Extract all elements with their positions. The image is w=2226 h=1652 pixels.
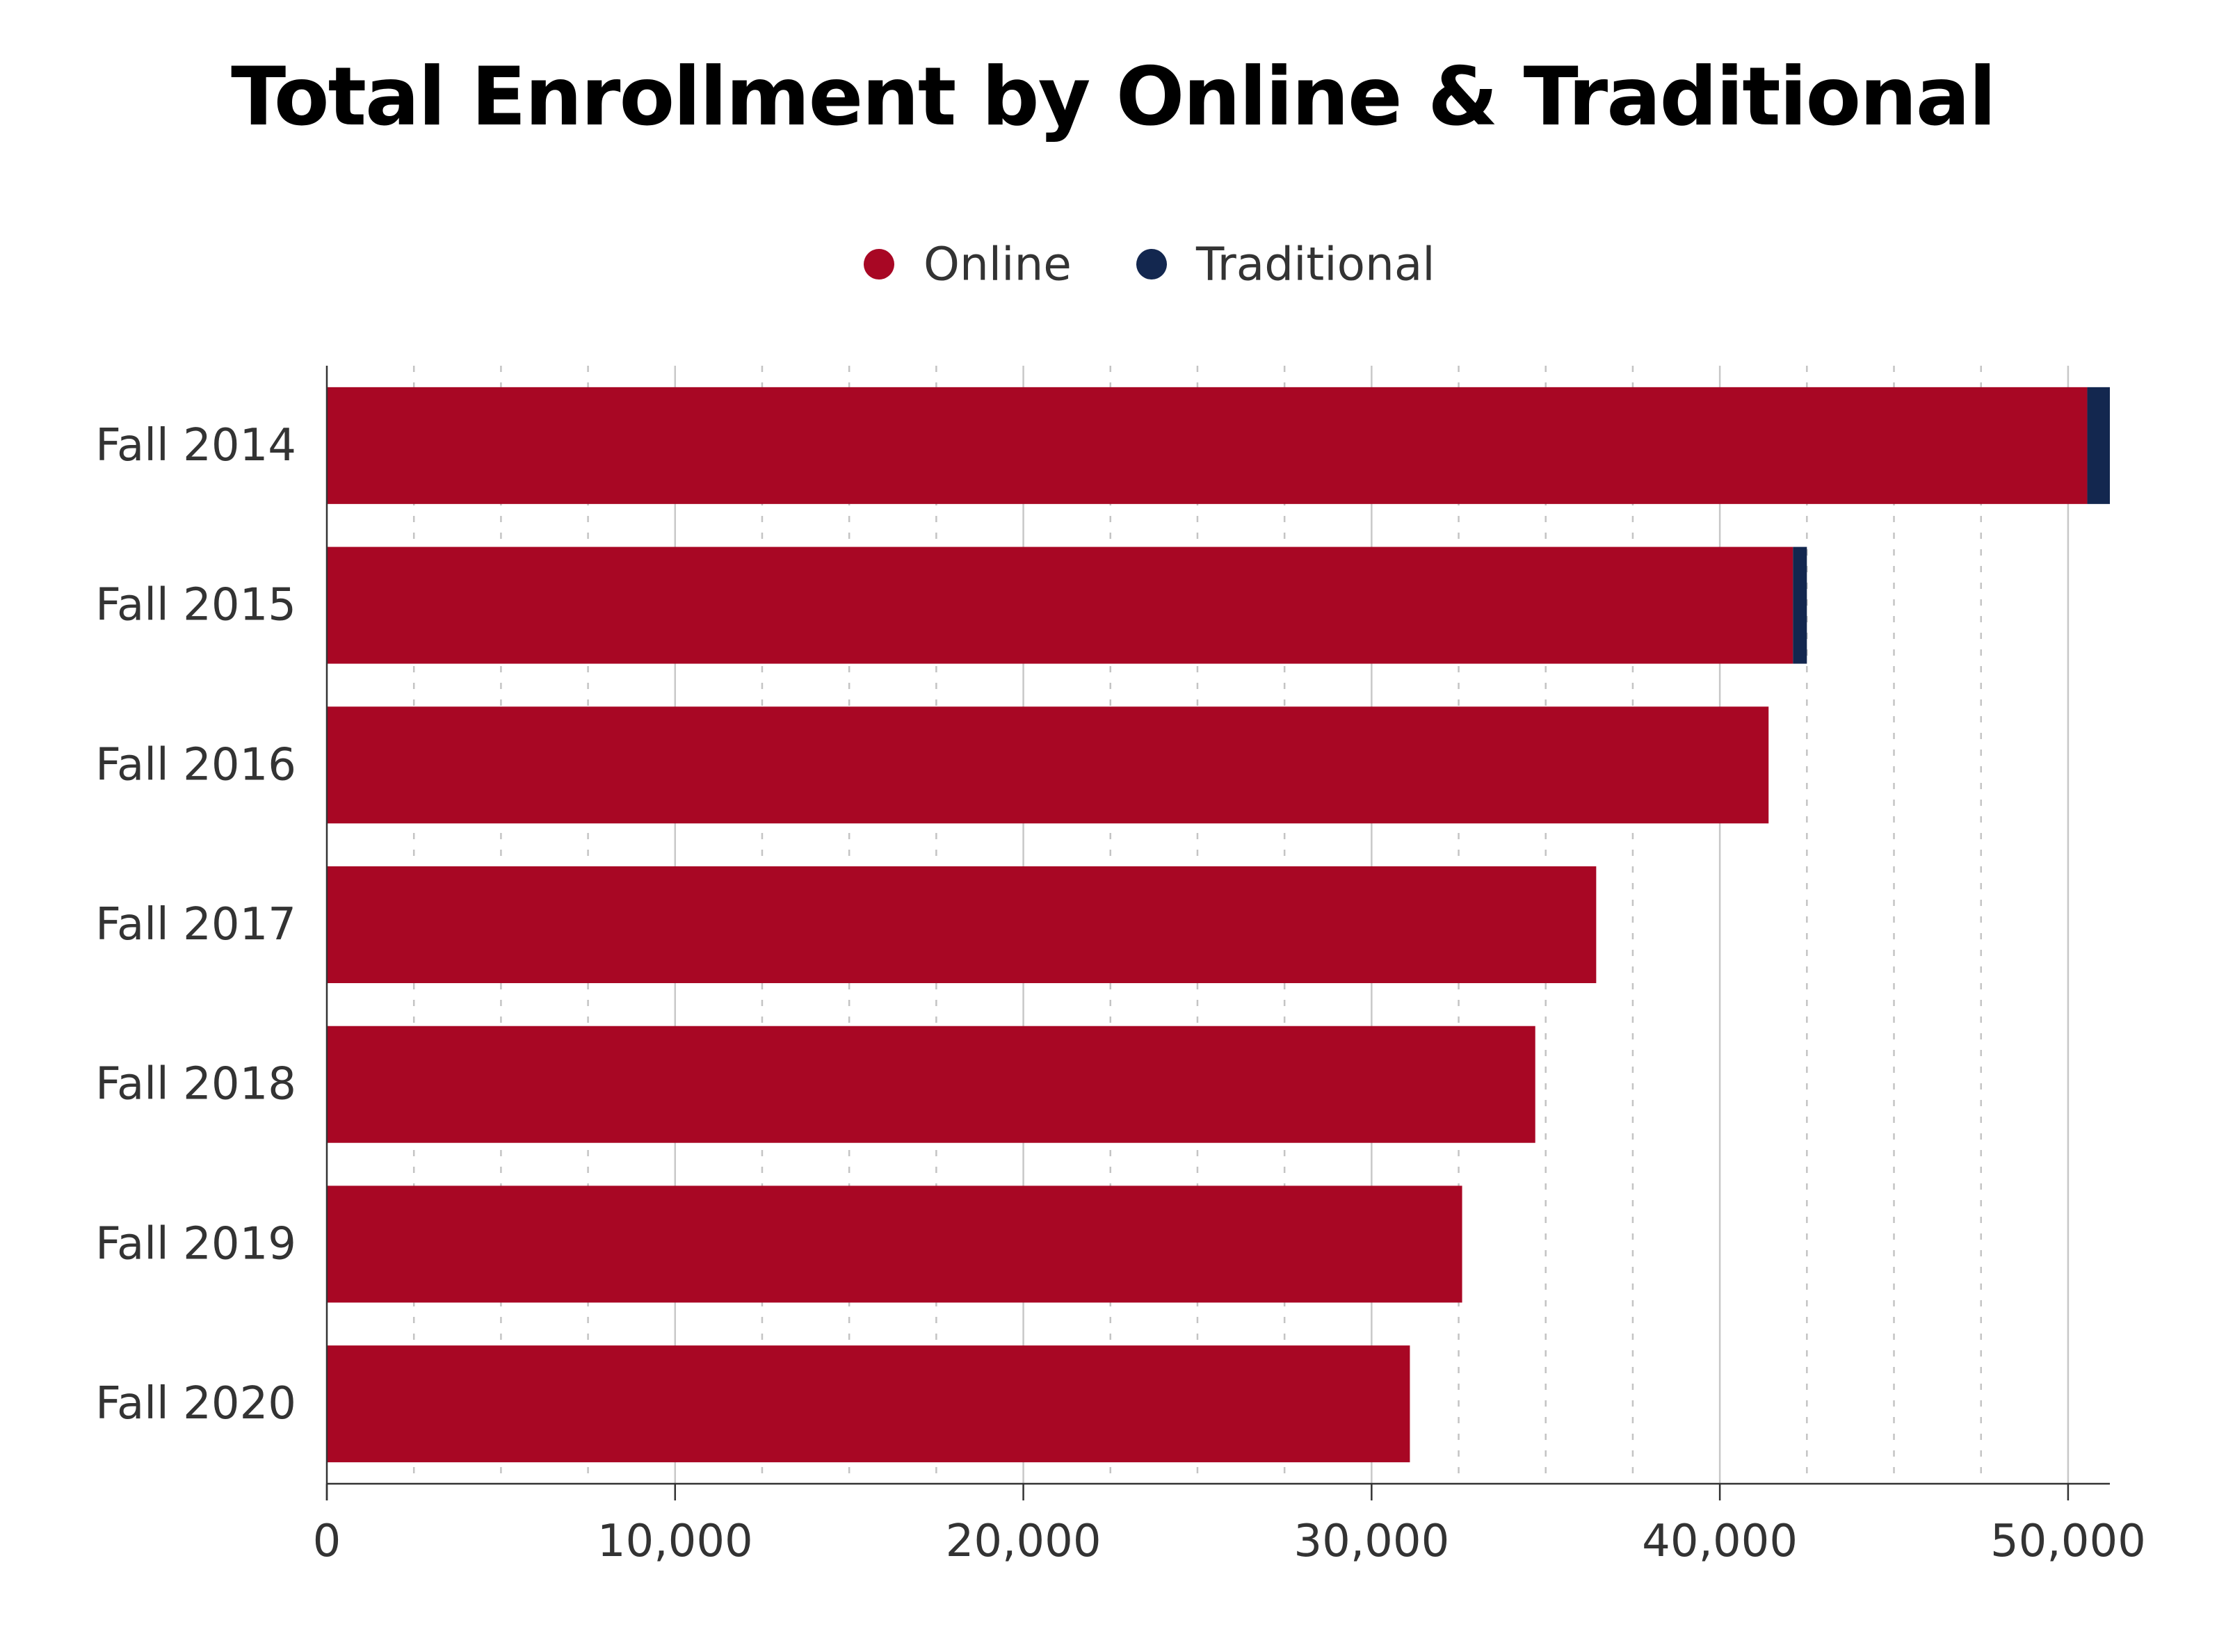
y-tick-label: Fall 2017 xyxy=(95,899,296,950)
x-tick-label: 20,000 xyxy=(946,1516,1102,1567)
y-tick-label: Fall 2016 xyxy=(95,739,296,791)
legend-label-online: Online xyxy=(924,238,1072,291)
y-tick-label: Fall 2019 xyxy=(95,1218,296,1270)
bar-traditional-fall-2015 xyxy=(1793,546,1807,664)
bar-online-fall-2014 xyxy=(327,387,2088,504)
bars xyxy=(327,387,2110,1463)
bar-traditional-fall-2014 xyxy=(2087,387,2110,504)
bar-online-fall-2020 xyxy=(327,1345,1410,1463)
x-tick-label: 50,000 xyxy=(1990,1516,2146,1567)
bar-online-fall-2015 xyxy=(327,546,1793,664)
y-tick-label: Fall 2018 xyxy=(95,1059,296,1110)
x-tick-label: 0 xyxy=(313,1516,341,1567)
legend-marker-traditional xyxy=(1136,249,1167,280)
y-tick-label: Fall 2014 xyxy=(95,420,296,471)
x-tick-label: 30,000 xyxy=(1293,1516,1449,1567)
y-tick-label: Fall 2015 xyxy=(95,580,296,631)
x-tick-label: 40,000 xyxy=(1642,1516,1798,1567)
bar-online-fall-2018 xyxy=(327,1026,1535,1143)
bar-online-fall-2016 xyxy=(327,706,1769,824)
bar-online-fall-2017 xyxy=(327,866,1597,983)
chart-title: Total Enrollment by Online & Traditional xyxy=(231,50,1997,144)
y-tick-label: Fall 2020 xyxy=(95,1378,296,1430)
bar-online-fall-2019 xyxy=(327,1185,1462,1303)
x-tick-label: 10,000 xyxy=(597,1516,753,1567)
legend-label-traditional: Traditional xyxy=(1195,238,1435,291)
legend-marker-online xyxy=(864,249,894,280)
axes: Fall 2014 Fall 2015 Fall 2016 Fall 2017 Fall… xyxy=(95,366,2146,1567)
legend: Online Traditional xyxy=(864,238,1435,291)
